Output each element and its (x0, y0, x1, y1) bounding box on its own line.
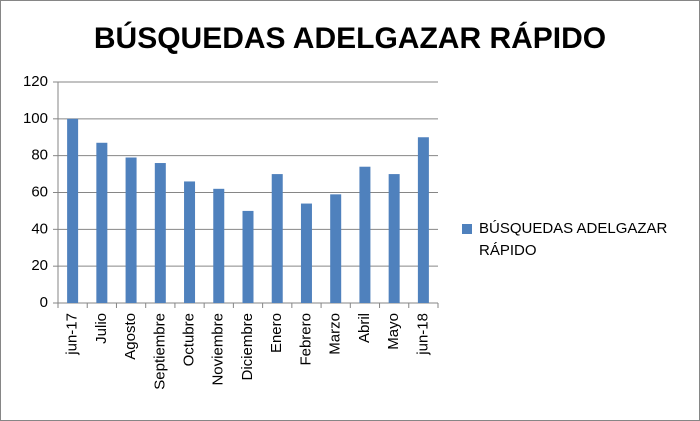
bar (96, 142, 108, 303)
bar (125, 157, 137, 303)
bar (154, 163, 166, 303)
x-tick-label: Noviembre (210, 313, 227, 386)
x-tick-label: Octubre (181, 313, 198, 366)
legend-label: BÚSQUEDAS ADELGAZAR RÁPIDO (479, 220, 668, 259)
legend: BÚSQUEDAS ADELGAZAR RÁPIDO (462, 218, 692, 262)
chart-title: BÚSQUEDAS ADELGAZAR RÁPIDO (94, 21, 606, 55)
bar (242, 210, 254, 303)
bar (330, 194, 342, 303)
y-tick-label: 120 (23, 73, 48, 90)
bar (300, 203, 312, 303)
x-tick-label: Mayo (385, 313, 402, 350)
x-tick-label: jun-18 (414, 313, 431, 356)
x-tick-label: Abril (356, 313, 373, 343)
bar (184, 181, 196, 303)
x-tick-label: jun-17 (64, 313, 81, 356)
x-tick-label: Marzo (327, 313, 344, 355)
bar (417, 137, 429, 303)
x-tick-label: Julio (93, 313, 110, 344)
bar (271, 174, 283, 303)
y-tick-label: 0 (40, 294, 48, 311)
x-tick-label: Enero (268, 313, 285, 353)
y-tick-label: 60 (31, 183, 48, 200)
bar (388, 174, 400, 303)
x-tick-label: Diciembre (239, 313, 256, 381)
x-tick-label: Febrero (297, 313, 314, 366)
y-tick-label: 100 (23, 110, 48, 127)
legend-swatch (462, 224, 472, 234)
x-tick-label: Septiembre (151, 313, 168, 390)
bar (67, 118, 79, 303)
y-tick-label: 20 (31, 257, 48, 274)
x-tick-label: Agosto (122, 313, 139, 360)
bar (359, 166, 371, 303)
bar (213, 188, 225, 303)
y-tick-label: 40 (31, 220, 48, 237)
y-tick-label: 80 (31, 147, 48, 164)
